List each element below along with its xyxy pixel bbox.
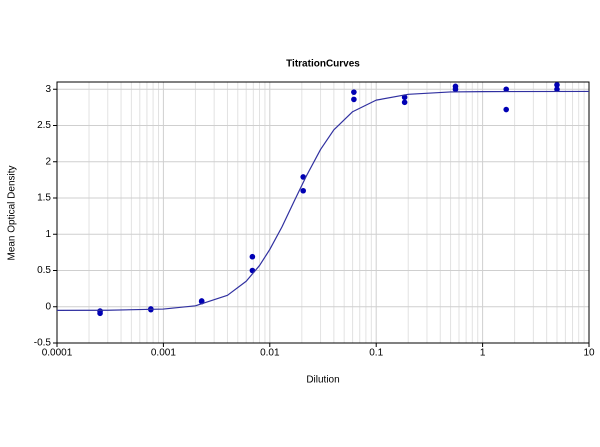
x-axis-label: Dilution xyxy=(306,375,339,386)
x-tick-label: 0.1 xyxy=(369,348,383,359)
y-tick-label: 0 xyxy=(45,301,51,312)
fit-curve xyxy=(56,90,590,311)
x-tick-label: 0.001 xyxy=(151,348,176,359)
y-tick-label: 2 xyxy=(45,156,51,167)
x-tick-label: 1 xyxy=(480,348,486,359)
data-point xyxy=(554,82,560,88)
y-tick-label: 0.5 xyxy=(37,265,51,276)
y-tick-label: 1 xyxy=(45,229,51,240)
data-point xyxy=(452,86,459,93)
plot-frame xyxy=(56,81,590,344)
data-point xyxy=(300,187,306,194)
y-tick-label: -0.5 xyxy=(34,338,52,349)
y-axis-label: Mean Optical Density xyxy=(7,165,18,260)
data-point xyxy=(351,89,357,95)
y-tick-label: 3 xyxy=(45,84,51,95)
data-point xyxy=(503,106,510,113)
data-point xyxy=(554,86,560,93)
data-point xyxy=(401,99,408,106)
x-tick-label: 10 xyxy=(583,348,595,359)
y-tick-label: 2.5 xyxy=(37,120,51,131)
x-tick-label: 0.0001 xyxy=(42,348,73,359)
data-point xyxy=(97,310,103,317)
y-tick-label: 1.5 xyxy=(37,193,51,204)
data-point xyxy=(249,253,256,260)
data-point xyxy=(503,86,510,93)
data-point xyxy=(351,96,357,103)
chart-title: TitrationCurves xyxy=(286,59,360,70)
x-tick-label: 0.01 xyxy=(260,348,280,359)
